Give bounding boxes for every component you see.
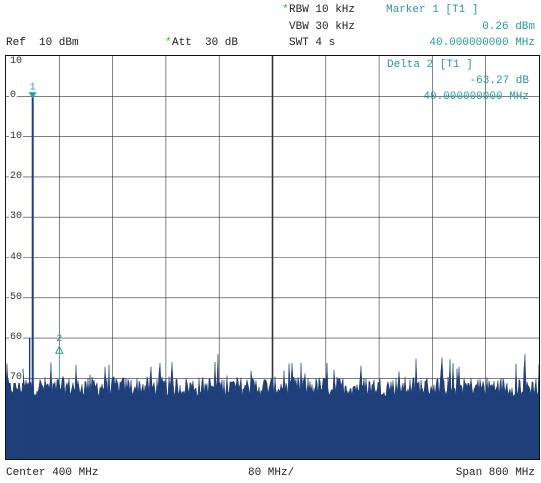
marker1-frequency: 40.000000000 MHz — [429, 37, 535, 49]
y-tick-label: 0 — [9, 90, 18, 102]
y-tick-label: 50 — [9, 291, 24, 303]
y-tick-label: 10 — [9, 56, 24, 67]
ref-level-label: Ref 10 dBm — [6, 37, 79, 49]
trace-carrier-peak — [31, 95, 34, 459]
center-frequency-label: Center 400 MHz — [6, 467, 99, 479]
y-tick-label: 40 — [9, 251, 24, 263]
attenuation-label: Att 30 dB — [172, 37, 239, 49]
spectrum-plot: 12 — [6, 56, 539, 459]
marker1-label: Marker 1 [T1 ] — [386, 4, 479, 16]
swt-label: SWT 4 s — [289, 37, 336, 49]
frequency-per-division-label: 80 MHz/ — [248, 467, 295, 479]
rbw-label: RBW 10 kHz — [289, 4, 356, 16]
delta2-level: -63.27 dB — [469, 75, 529, 87]
delta2-frequency: 40.000000000 MHz — [423, 91, 529, 103]
y-tick-label: 30 — [9, 211, 24, 223]
att-star: * — [165, 37, 172, 49]
marker-2-number: 2 — [56, 334, 62, 345]
marker-1-number: 1 — [30, 82, 36, 93]
vbw-label: VBW 30 kHz — [289, 21, 356, 33]
delta2-label: Delta 2 [T1 ] — [387, 59, 473, 71]
trace-noise-floor — [6, 354, 539, 459]
y-tick-label: 10 — [9, 130, 24, 142]
y-tick-label: 60 — [9, 332, 24, 344]
marker-1-symbol — [28, 92, 37, 99]
y-tick-label: 20 — [9, 170, 24, 182]
y-tick-label: 70 — [9, 372, 24, 384]
rbw-star: * — [282, 4, 289, 16]
span-label: Span 800 MHz — [455, 467, 535, 479]
marker1-level: 0.26 dBm — [482, 21, 535, 33]
